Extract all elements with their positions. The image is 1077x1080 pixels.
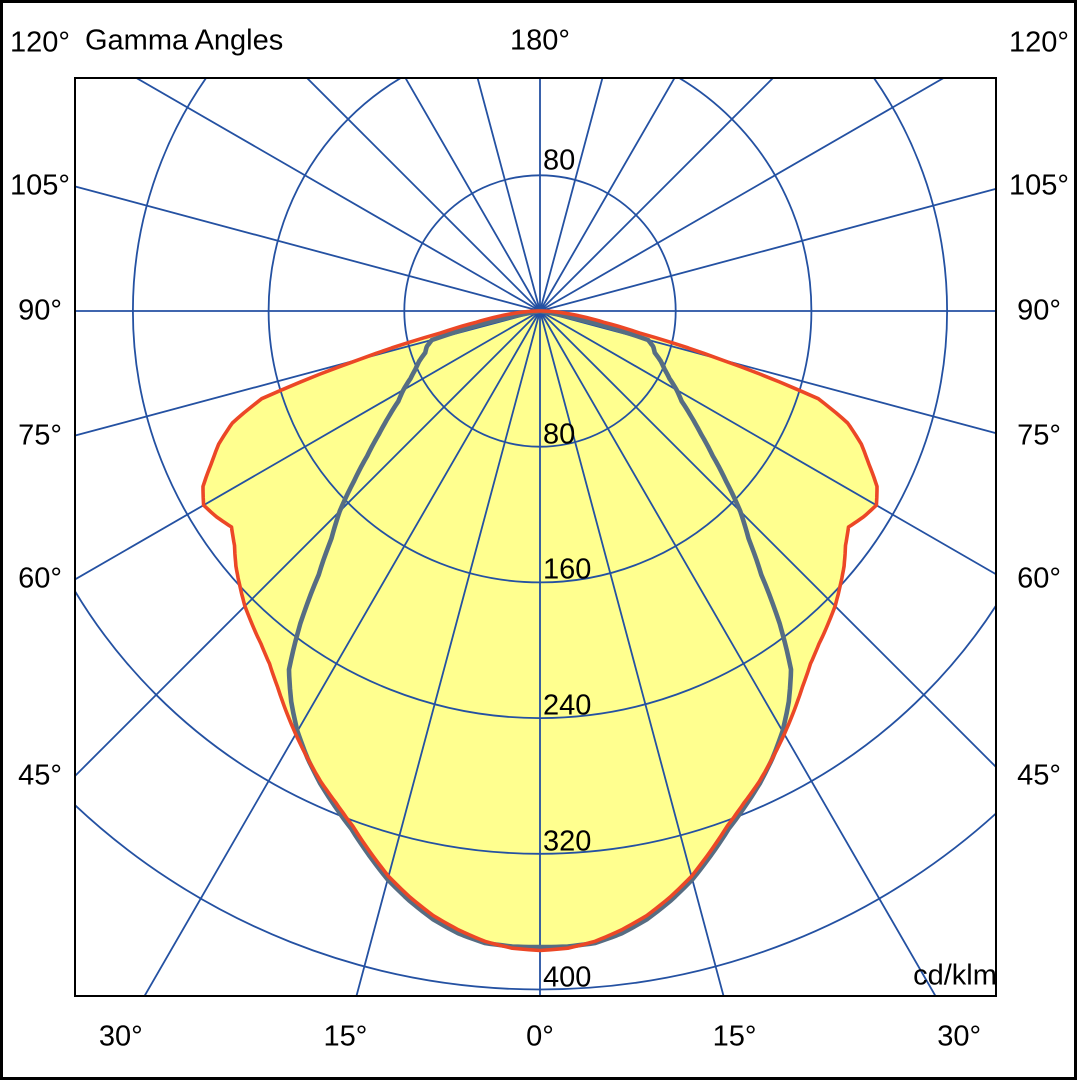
radial-tick-label-160: 160 [543, 553, 592, 586]
gamma-label-left-60: 60° [18, 562, 62, 595]
radial-tick-label-240: 240 [543, 689, 592, 722]
gamma-ray-line [75, 310, 541, 437]
gamma-label-left-45: 45° [18, 759, 62, 792]
gamma-ray-line [539, 310, 725, 996]
gamma-label-right-120: 120° [1009, 26, 1069, 59]
gamma-ray-line [539, 78, 775, 312]
gamma-ray-line [539, 310, 996, 769]
plot-border [74, 77, 997, 997]
gamma-ray-line [355, 310, 541, 996]
gamma-label-left-120: 120° [10, 26, 70, 59]
gamma-ray-line [539, 78, 604, 312]
gamma-ray-line [539, 78, 676, 312]
gamma-ray-line [539, 78, 946, 312]
polar-chart-canvas [74, 77, 997, 997]
gamma-ray-line [75, 310, 541, 581]
gamma-label-top-180: 180° [510, 24, 570, 57]
gamma-ray-line [404, 78, 541, 312]
gamma-label-right-90: 90° [1017, 294, 1061, 327]
gamma-ray-line [539, 310, 996, 576]
gamma-ray-line [75, 185, 541, 312]
gamma-ray-line [305, 78, 541, 312]
gamma-label-left-75: 75° [18, 419, 62, 452]
gamma-ray-line [539, 310, 996, 435]
gamma-label-right-75: 75° [1017, 419, 1061, 452]
c0-c180-curve [201, 309, 879, 953]
gamma-ray-line [134, 78, 541, 312]
gamma-label-bottom-left-30: 30° [98, 1020, 143, 1053]
gamma-ray-line [476, 78, 541, 312]
radial-tick-label-320: 320 [543, 825, 592, 858]
gamma-ray-line [143, 310, 541, 996]
gamma-label-right-45: 45° [1017, 759, 1061, 792]
gamma-label-bottom-right-30: 30° [937, 1020, 982, 1053]
polar-grid [75, 78, 996, 996]
radial-tick-label-above-80: 80 [543, 144, 576, 177]
c90-c270-curve [286, 308, 794, 950]
radial-tick-label-400: 400 [543, 961, 592, 993]
chart-title: Gamma Angles [85, 24, 284, 57]
gamma-label-bottom-center-0: 0° [526, 1020, 554, 1053]
gamma-label-left-90: 90° [18, 294, 62, 327]
gamma-ray-line [75, 310, 541, 778]
gamma-label-right-105: 105° [1009, 169, 1069, 202]
gamma-label-bottom-right-15: 15° [712, 1020, 757, 1053]
units-label: cd/klm [913, 959, 997, 992]
gamma-ray-line [539, 187, 996, 312]
gamma-label-left-105: 105° [10, 169, 70, 202]
gamma-label-right-60: 60° [1017, 562, 1061, 595]
gamma-ray-line [539, 310, 937, 996]
gamma-label-bottom-left-15: 15° [323, 1020, 368, 1053]
radial-tick-label-80: 80 [543, 418, 576, 451]
